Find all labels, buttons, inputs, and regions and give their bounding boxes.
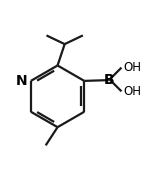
Text: OH: OH [123, 85, 141, 98]
Text: N: N [16, 74, 27, 88]
Text: OH: OH [123, 61, 141, 74]
Text: B: B [104, 73, 114, 87]
